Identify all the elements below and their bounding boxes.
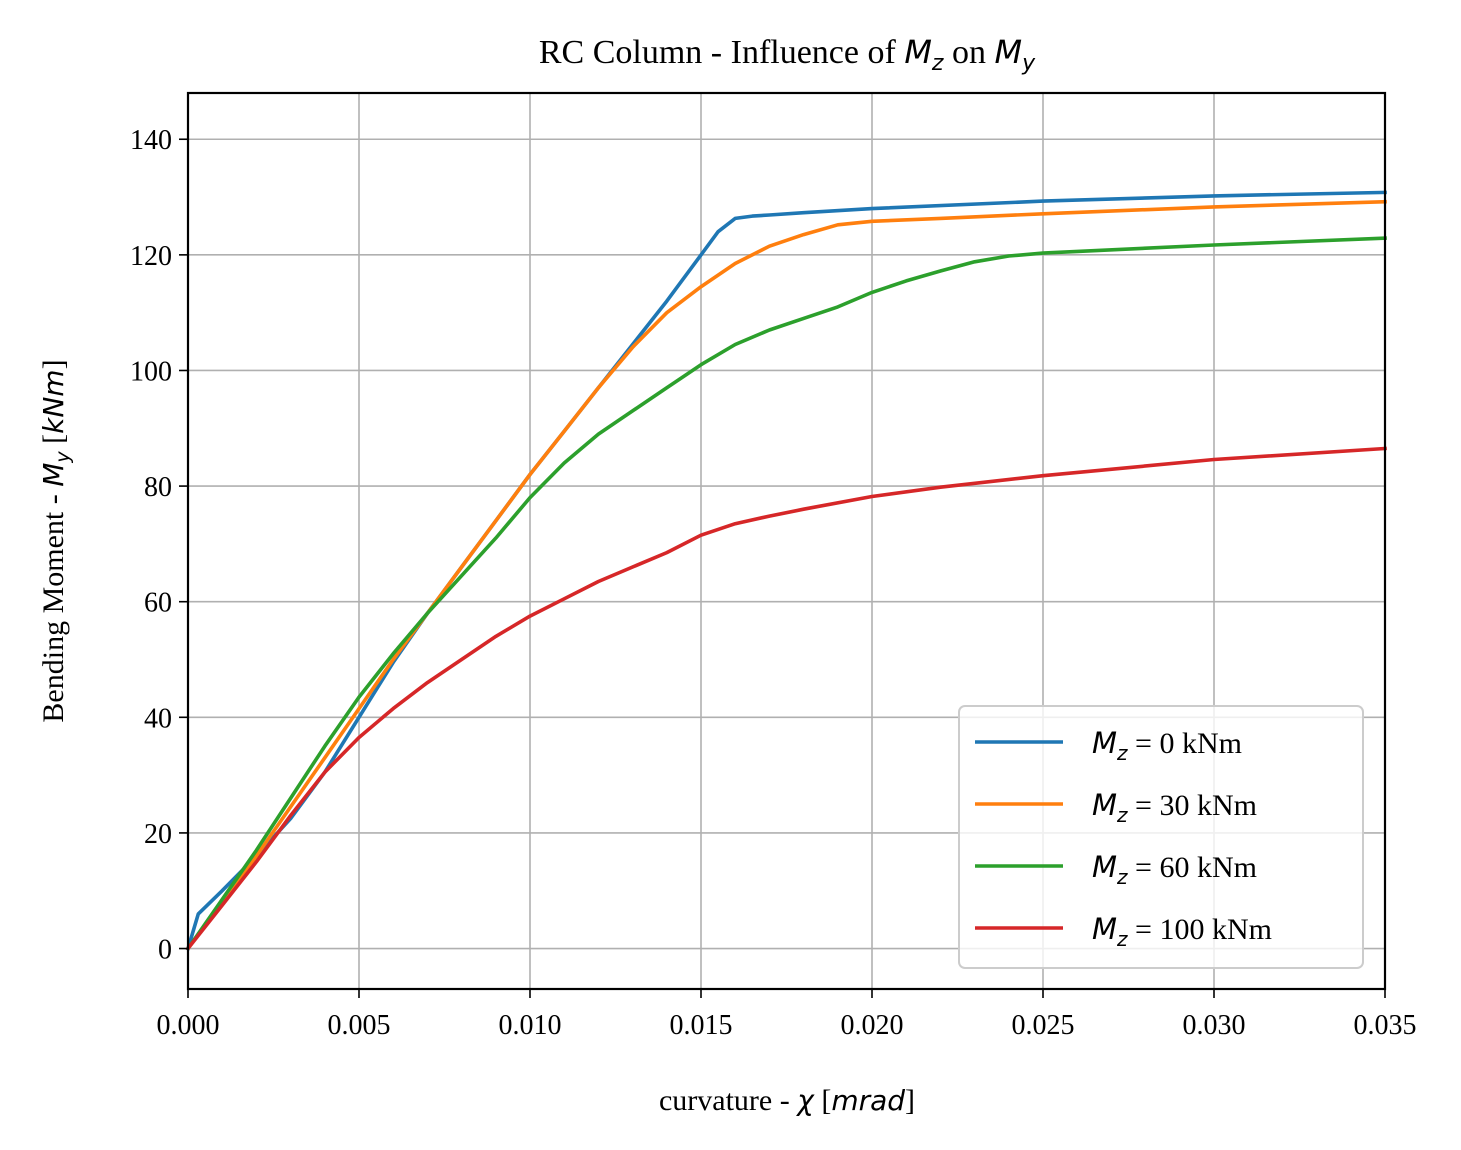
x-tick-label: 0.000	[157, 1010, 220, 1041]
legend-text: = 0 kNm	[1128, 727, 1242, 760]
x-axis-label-symbol: χ	[795, 1084, 815, 1117]
x-tick-label: 0.025	[1012, 1010, 1075, 1041]
x-axis-label-unit: mrad	[831, 1084, 905, 1117]
y-axis-label-symbol: M	[37, 463, 70, 487]
y-tick-label: 20	[144, 819, 172, 850]
legend-label-1: Mz = 30 kNm	[1092, 788, 1257, 827]
legend-label-3: Mz = 100 kNm	[1092, 912, 1272, 951]
legend-subscript: z	[1116, 927, 1128, 951]
y-tick-label: 140	[130, 125, 172, 156]
title-subscript-1: z	[931, 51, 944, 76]
y-axis-label-bracket-close: ]	[37, 359, 70, 369]
x-axis-label-bracket-close: ]	[905, 1084, 915, 1117]
legend-text: = 30 kNm	[1128, 789, 1257, 822]
legend-text: = 100 kNm	[1128, 913, 1272, 946]
series-line-3	[185, 446, 1387, 952]
x-tick-label: 0.035	[1354, 1010, 1417, 1041]
legend-subscript: z	[1116, 803, 1128, 827]
legend-subscript: z	[1116, 865, 1128, 889]
title-middle: on	[943, 34, 994, 71]
y-axis-label-unit: kNm	[37, 369, 70, 433]
x-axis-label: curvature - χ [mrad]	[659, 1084, 915, 1117]
legend-box	[958, 705, 1364, 969]
legend-symbol: M	[1092, 788, 1117, 822]
title-prefix: RC Column - Influence of	[539, 34, 904, 71]
x-tick-label: 0.010	[499, 1010, 562, 1041]
title-symbol-1: M	[904, 33, 932, 71]
x-axis-ticks: 0.000 0.005 0.010 0.015 0.020 0.025 0.030 0.035	[157, 989, 1417, 1041]
y-axis-label-prefix: Bending Moment -	[37, 487, 70, 723]
legend-symbol: M	[1092, 726, 1117, 760]
y-axis-label: Bending Moment - My [kNm]	[37, 359, 74, 722]
y-tick-label: 60	[144, 588, 172, 619]
legend-symbol: M	[1092, 850, 1117, 884]
y-tick-label: 80	[144, 472, 172, 503]
x-tick-label: 0.020	[841, 1010, 904, 1041]
legend-text: = 60 kNm	[1128, 851, 1257, 884]
legend-label-0: Mz = 0 kNm	[1092, 726, 1242, 765]
y-axis-ticks: 0 20 40 60 80 100 120 140	[130, 125, 188, 966]
y-tick-label: 120	[130, 241, 172, 272]
series-line-2	[185, 236, 1387, 952]
y-axis-label-bracket-open: [	[37, 434, 70, 452]
x-axis-label-bracket-open: [	[814, 1084, 832, 1117]
legend-label-2: Mz = 60 kNm	[1092, 850, 1257, 889]
grid-lines	[187, 93, 1386, 989]
series-group	[185, 190, 1387, 952]
y-tick-label: 100	[130, 356, 172, 387]
series-line-1	[185, 199, 1387, 952]
y-tick-label: 40	[144, 703, 172, 734]
x-tick-label: 0.015	[670, 1010, 733, 1041]
y-axis-label-subscript: y	[52, 451, 74, 464]
y-tick-label: 0	[158, 935, 172, 966]
axes-frame	[186, 91, 1387, 991]
title-subscript-2: y	[1021, 51, 1036, 76]
chart-title: RC Column - Influence of Mz on My	[539, 33, 1036, 76]
x-tick-label: 0.005	[328, 1010, 391, 1041]
legend-subscript: z	[1116, 741, 1128, 765]
title-symbol-2: M	[994, 33, 1022, 71]
x-axis-label-prefix: curvature -	[659, 1084, 797, 1117]
legend-symbol: M	[1092, 912, 1117, 946]
x-tick-label: 0.030	[1183, 1010, 1246, 1041]
